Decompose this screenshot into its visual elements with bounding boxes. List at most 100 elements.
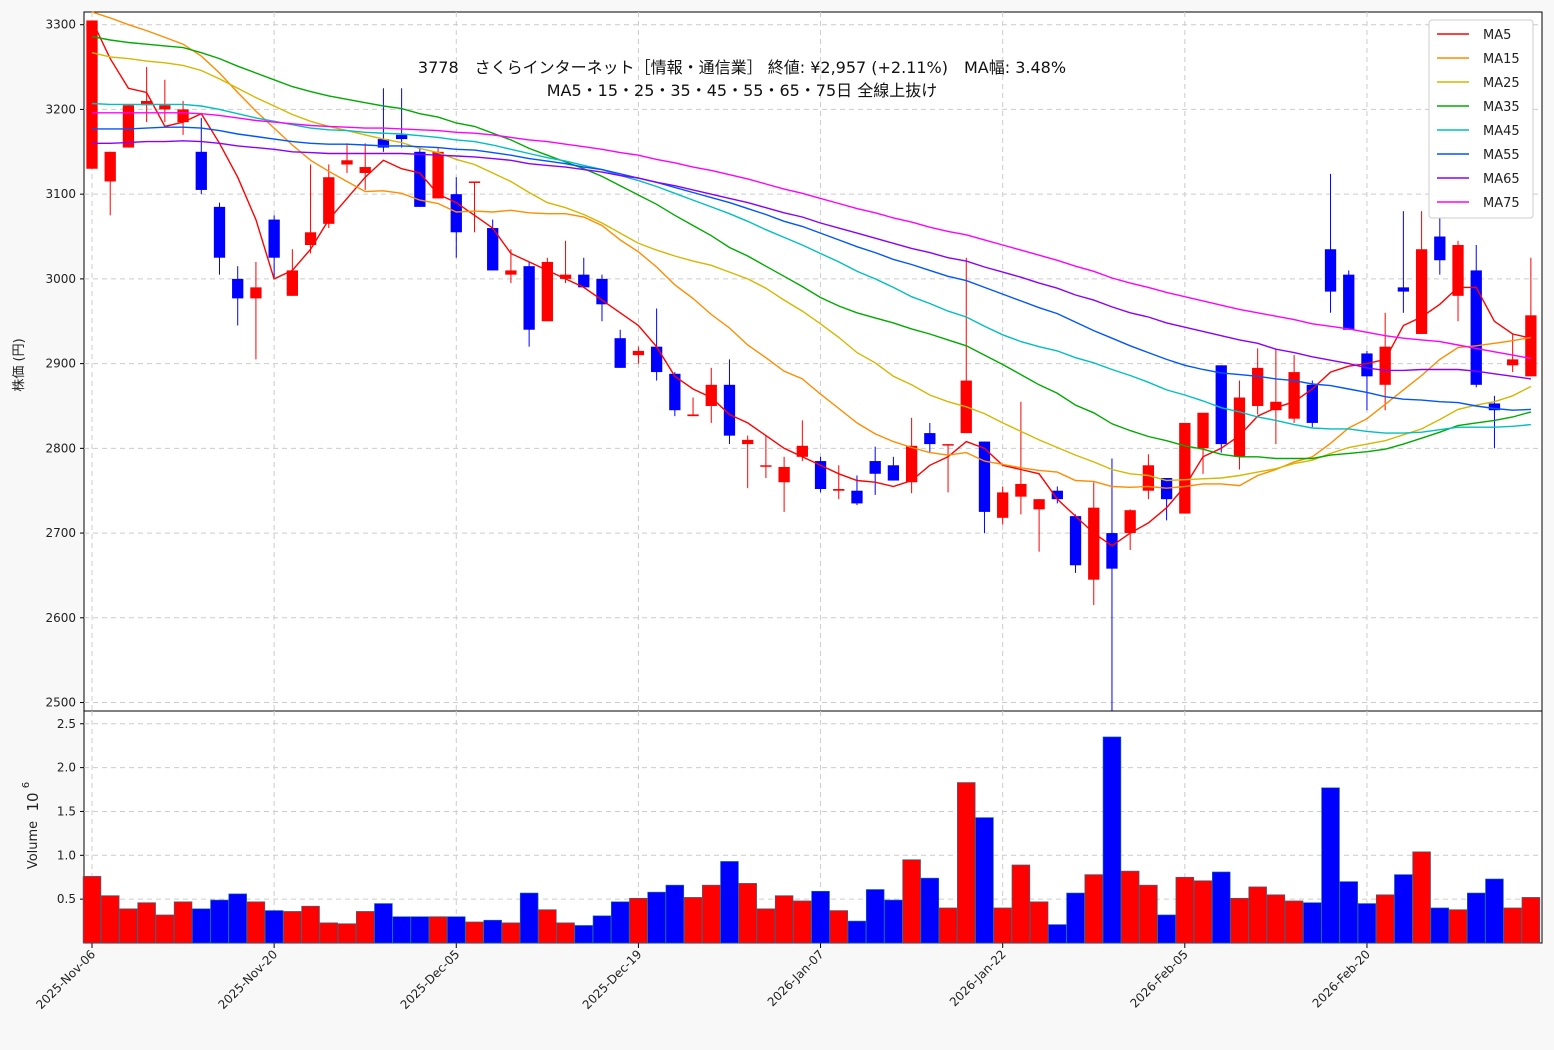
candle-body [432,151,444,199]
price-tick-label: 3300 [45,18,76,32]
candle-body [1343,274,1355,330]
volume-bar [1266,894,1286,944]
candle-body [978,441,991,512]
volume-bar [957,782,976,944]
candle-body [377,139,390,148]
price-tick-label: 2800 [45,441,76,455]
volume-bar [82,876,102,944]
candle-body [140,100,153,106]
volume-bar [1448,909,1468,944]
volume-bar [811,890,830,944]
candle-body [997,492,1009,518]
volume-bar [1321,787,1340,944]
volume-bar [355,911,375,944]
legend: MA5 MA15 MA25 MA35 MA45 MA55 MA65 MA75 [1428,19,1534,219]
volume-tick-label: 0.5 [57,892,76,906]
volume-bar [465,921,484,944]
candle-body [195,151,207,190]
candle-body [1088,507,1100,580]
candle-body [742,439,754,445]
candle-body [632,350,645,356]
candle-body [559,274,572,279]
candle-body [833,489,845,491]
volume-tick-label: 2.0 [57,761,76,775]
candle-body [905,445,918,483]
volume-bar [119,908,138,944]
price-tick-label: 2600 [45,611,76,625]
candle-body [541,261,553,322]
volume-bar [228,893,247,944]
y-axis-label: 株価 (円) [12,338,27,391]
volume-exponent-power: 6 [21,782,32,788]
candle-body [1324,249,1337,292]
candle-body [323,177,335,224]
volume-tick-label: 2.5 [57,717,76,731]
candle-body [232,278,244,299]
price-tick-label: 2500 [45,696,76,710]
volume-bar [1230,897,1249,944]
volume-bar [1357,903,1377,944]
volume-bar [1011,864,1031,944]
candle-body [395,134,408,140]
volume-bar [975,817,994,944]
volume-bar [155,914,175,944]
candle-body [851,490,863,504]
candle-body [122,105,135,148]
candle-body [1415,249,1428,334]
volume-bar [774,895,794,944]
volume-bar [884,899,903,944]
volume-bar [993,907,1012,944]
price-tick-label: 3000 [45,272,76,286]
volume-bar [100,895,120,944]
volume-bar [756,908,776,944]
volume-bar [137,902,156,944]
volume-axis-label: Volume [26,821,41,869]
volume-bar [1485,878,1504,944]
candle-body [705,384,717,406]
candle-body [1233,397,1246,457]
candle-body [1397,287,1410,292]
volume-bar [847,920,867,944]
volume-bar [720,861,739,944]
volume-bar [264,910,284,944]
candle-body [1142,465,1155,491]
candle-body [778,466,790,483]
candle-body [687,414,699,417]
candle-body [1361,353,1373,377]
candle-body [1033,499,1045,510]
volume-bar [1412,851,1431,944]
volume-bar [1284,900,1304,944]
series-line-ma45 [91,102,1531,434]
candle-body [414,151,426,207]
legend-label-ma35: MA35 [1483,100,1520,115]
candle-body [1525,315,1537,377]
candle-body [523,266,535,330]
volume-bar [702,884,721,944]
volume-bar [392,916,411,944]
candle-body [796,445,808,457]
series-line-ma5 [91,20,1532,547]
volume-bar [1139,884,1158,944]
price-plot-area [83,11,1543,712]
volume-bar [410,916,430,944]
volume-bar [1048,924,1067,944]
volume-bar [1029,901,1049,944]
legend-label-ma75: MA75 [1483,196,1520,211]
volume-bar [337,923,357,944]
volume-bar [192,908,211,944]
candle-body [304,232,317,245]
price-tick-label: 3100 [45,187,76,201]
volume-bar [829,910,848,944]
series-line-ma75 [92,112,1532,360]
volume-bar [920,877,940,944]
volume-bar [538,909,557,944]
candle-body [887,465,900,481]
candle-body [1452,245,1464,296]
price-tick-label: 2900 [45,357,76,371]
volume-bar [319,922,339,944]
volume-bar [483,919,502,944]
volume-bar [1430,907,1450,944]
candle-body [650,346,663,373]
